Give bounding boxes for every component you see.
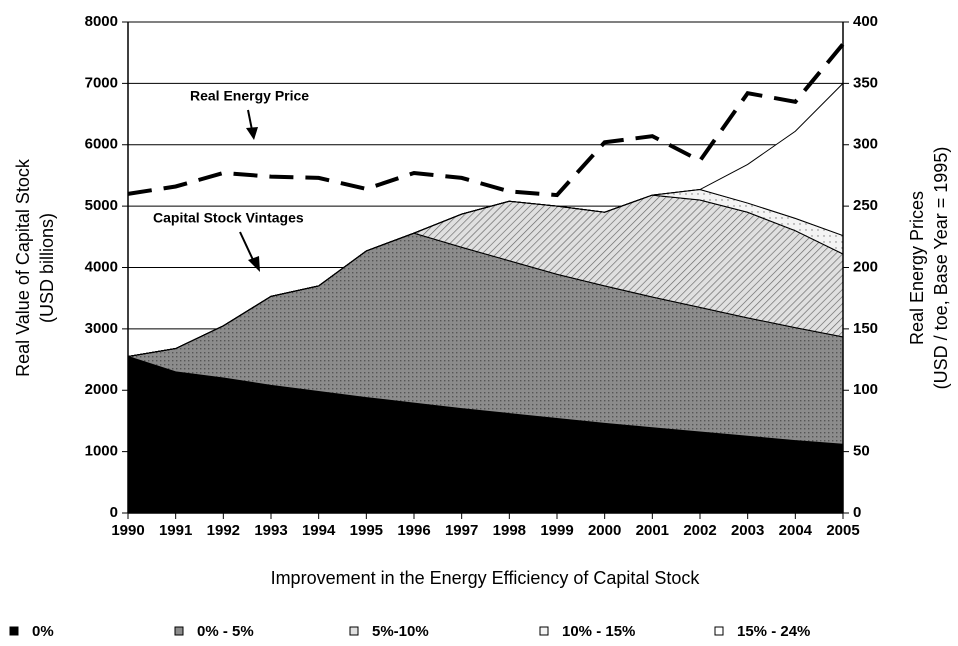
y-tick-label: 7000 <box>85 74 118 91</box>
x-tick-label: 2003 <box>731 522 764 539</box>
y2-tick-label: 50 <box>853 443 870 460</box>
x-tick-label: 1990 <box>111 522 144 539</box>
annotation: Capital Stock Vintages <box>153 210 304 226</box>
x-tick-label: 1995 <box>350 522 383 539</box>
legend-marker <box>349 626 359 636</box>
y2-axis-title: Real Energy Prices <box>907 191 927 345</box>
y-tick-label: 2000 <box>85 381 118 398</box>
y-tick-label: 8000 <box>85 13 118 30</box>
legend-marker <box>714 626 724 636</box>
x-tick-label: 1997 <box>445 522 478 539</box>
x-tick-label: 1993 <box>254 522 287 539</box>
arrow <box>239 109 260 272</box>
x-tick-label: 2002 <box>683 522 716 539</box>
legend-marker <box>9 626 19 636</box>
y-tick-label: 0 <box>110 504 118 521</box>
price-line <box>127 42 845 198</box>
x-tick-label: 1991 <box>159 522 192 539</box>
x-tick-label: 1994 <box>302 522 336 539</box>
annotation: Real Energy Price <box>190 88 309 104</box>
y-tick-label: 6000 <box>85 136 118 153</box>
y2-tick-label: 250 <box>853 197 878 214</box>
axes: 0 1000 2000 3000 4000 5000 6000 7000 8000 0 50 100 1… <box>85 13 878 539</box>
legend-marker <box>174 626 184 636</box>
y2-tick-label: 400 <box>853 13 878 30</box>
y2-tick-label: 300 <box>853 136 878 153</box>
x-axis-title: Improvement in the Energy Efficiency of … <box>271 568 701 588</box>
y2-tick-label: 200 <box>853 258 878 275</box>
y2-tick-label: 350 <box>853 74 878 91</box>
y2-axis-title: (USD / toe, Base Year = 1995) <box>931 147 951 390</box>
x-tick-label: 1999 <box>540 522 573 539</box>
legend-label: 10% - 15% <box>562 623 635 640</box>
x-tick-label: 2000 <box>588 522 621 539</box>
x-tick-label: 2005 <box>826 522 859 539</box>
legend-label: 5%-10% <box>372 623 429 640</box>
legend-label: 15% - 24% <box>737 623 810 640</box>
areas <box>127 42 845 514</box>
y2-tick-label: 100 <box>853 381 878 398</box>
legend: 0% 0% - 5% 5%-10% 10% - 15% 15% - 24% <box>9 623 810 640</box>
y2-tick-label: 0 <box>853 504 861 521</box>
legend-label: 0% <box>32 623 54 640</box>
x-tick-label: 2001 <box>636 522 669 539</box>
y2-tick-label: 150 <box>853 320 878 337</box>
y-tick-label: 3000 <box>85 320 118 337</box>
y-axis-title: Real Value of Capital Stock <box>13 158 33 377</box>
legend-marker <box>539 626 549 636</box>
y-axis-title: (USD billions) <box>37 213 57 323</box>
y-tick-label: 4000 <box>85 258 118 275</box>
x-tick-label: 1992 <box>207 522 240 539</box>
x-tick-label: 2004 <box>779 522 813 539</box>
x-tick-label: 1996 <box>397 522 430 539</box>
y-tick-label: 1000 <box>85 443 118 460</box>
legend-label: 0% - 5% <box>197 623 254 640</box>
x-tick-label: 1998 <box>493 522 526 539</box>
y-tick-label: 5000 <box>85 197 118 214</box>
